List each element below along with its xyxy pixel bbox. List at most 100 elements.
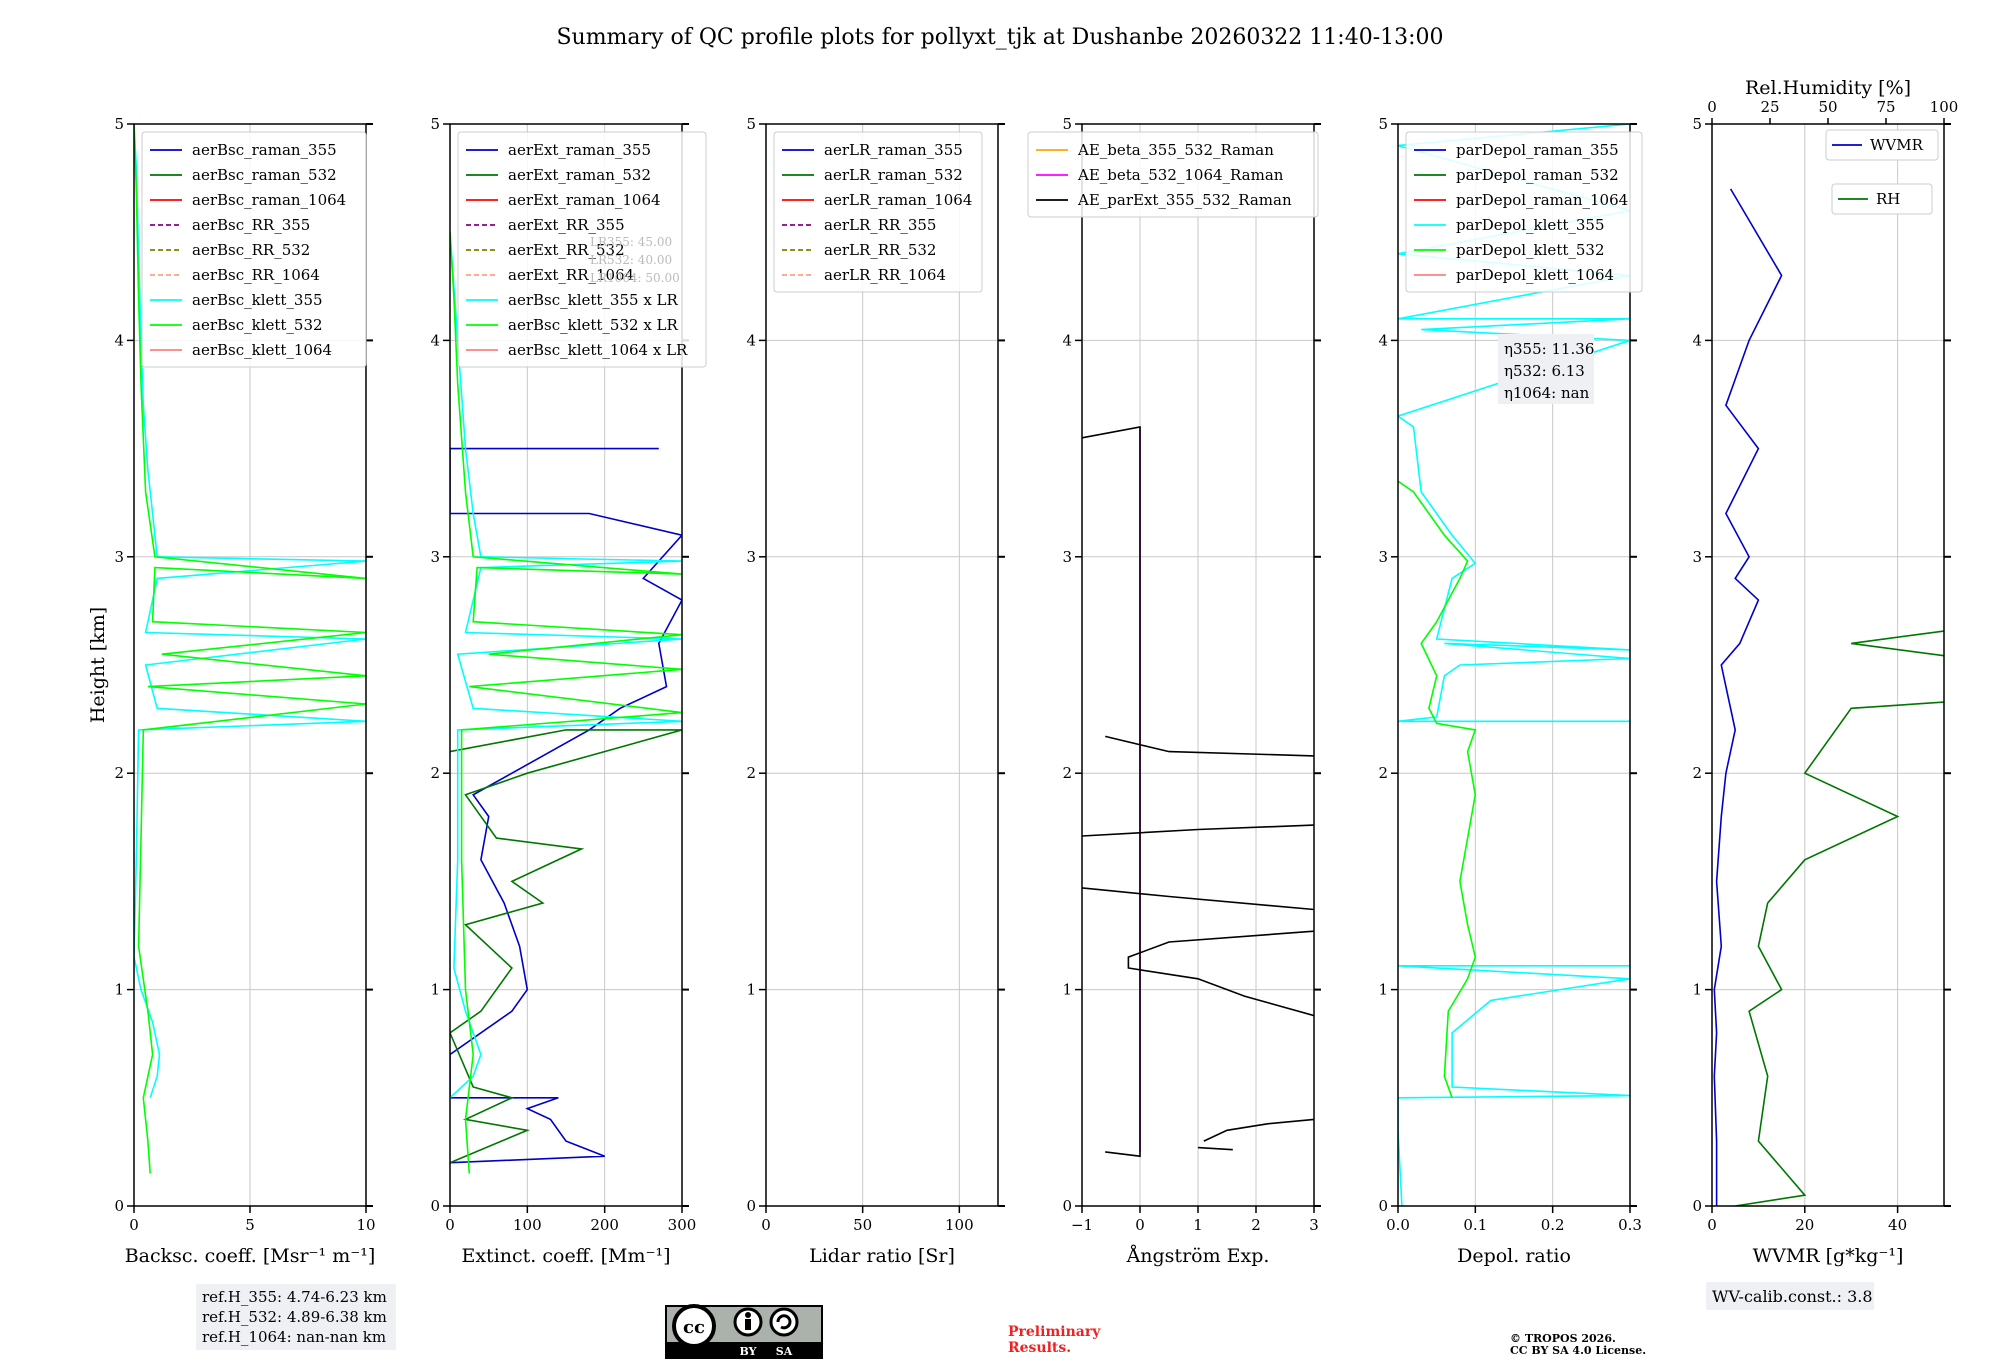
legend-label-parDepol_klett_355: parDepol_klett_355 [1456, 216, 1605, 234]
xtick-label: 300 [668, 1216, 697, 1234]
xtick-top-label: 25 [1760, 98, 1779, 116]
ytick-label: 5 [114, 115, 124, 133]
ytick-label: 5 [1062, 115, 1072, 133]
legend-label-aerBsc_RR_355: aerBsc_RR_355 [192, 216, 310, 234]
sa-icon [769, 1307, 799, 1337]
ytick-label: 2 [1378, 764, 1388, 782]
ytick-label: 4 [1378, 331, 1388, 349]
preliminary-line1: Preliminary [1008, 1324, 1101, 1340]
copyright-line1: © TROPOS 2026. [1510, 1332, 1616, 1345]
legend-label-aerExt_RR_355: aerExt_RR_355 [508, 216, 625, 234]
legend-label-aerExt_raman_532: aerExt_raman_532 [508, 166, 651, 184]
series-group [134, 124, 366, 1174]
legend-label: WVMR [1870, 136, 1924, 154]
xtick-label: 2 [1251, 1216, 1261, 1234]
ytick-label: 2 [1062, 764, 1072, 782]
legend-label: RH [1876, 190, 1900, 208]
legend: aerExt_raman_355 aerExt_raman_532 aerExt_r… [457, 131, 707, 368]
series-parDepol_klett_355 [1398, 124, 1630, 1206]
xtick-label: 0.3 [1618, 1216, 1642, 1234]
ytick-label: 5 [1692, 115, 1702, 133]
xtick-label: 3 [1309, 1216, 1319, 1234]
ref-height-532: ref.H_532: 4.89-6.38 km [202, 1308, 387, 1326]
ytick-label: 3 [1692, 548, 1702, 566]
cc-sa-label: SA [776, 1345, 793, 1358]
xtick-label: 0 [1707, 1216, 1717, 1234]
xtick-label: 0 [1135, 1216, 1145, 1234]
series-AE_parExt_355_532_Raman-segment [1082, 824, 1314, 837]
xtick-label: 0.0 [1386, 1216, 1410, 1234]
legend-label-aerExt_RR_532: aerExt_RR_532 [508, 241, 625, 259]
series-aerBsc_klett_355 [134, 124, 366, 1099]
legend-label-aerBsc_klett_1064 x LR: aerBsc_klett_1064 x LR [508, 341, 688, 359]
ytick-label: 3 [1062, 548, 1072, 566]
xtick-label: 0 [129, 1216, 139, 1234]
ytick-label: 1 [1692, 981, 1702, 999]
yaxis-label: Height [km] [87, 607, 109, 723]
legend-label-aerExt_raman_355: aerExt_raman_355 [508, 141, 651, 159]
legend-label-aerBsc_RR_1064: aerBsc_RR_1064 [192, 266, 320, 284]
xaxis-label: Lidar ratio [Sr] [809, 1245, 955, 1267]
legend-label-aerBsc_klett_355 x LR: aerBsc_klett_355 x LR [508, 291, 679, 309]
ytick-label: 3 [1378, 548, 1388, 566]
ytick-label: 5 [430, 115, 440, 133]
legend-label-aerLR_RR_532: aerLR_RR_532 [824, 241, 936, 259]
xtick-top-label: 0 [1707, 98, 1717, 116]
legend: aerBsc_raman_355 aerBsc_raman_532 aerBsc_r… [141, 131, 367, 368]
ytick-label: 0 [114, 1197, 124, 1215]
legend-label-aerBsc_raman_532: aerBsc_raman_532 [192, 166, 337, 184]
lr-note: LR1064: 50.00 [590, 271, 680, 285]
legend-label-aerBsc_RR_532: aerBsc_RR_532 [192, 241, 310, 259]
ytick-label: 4 [1062, 331, 1072, 349]
eta-line: η355: 11.36 [1504, 340, 1594, 358]
eta-line: η1064: nan [1504, 384, 1590, 402]
ref-height-1064: ref.H_1064: nan-nan km [202, 1328, 386, 1346]
eta-box: η355: 11.36 η532: 6.13 η1064: nan [1498, 334, 1594, 404]
cc-by-label: BY [740, 1345, 757, 1358]
series-AE_parExt_355_532_Raman-segment [1197, 1118, 1314, 1151]
preliminary-line2: Results. [1008, 1340, 1071, 1356]
series-aerBsc_klett_532 [134, 124, 366, 1174]
xtick-label: 0.1 [1463, 1216, 1487, 1234]
legend-box [1825, 129, 1939, 161]
ytick-label: 5 [746, 115, 756, 133]
panel-1: 0 1 2 3 4 5 0 5 10 Backsc. coeff. [Msr⁻¹ m⁻¹] Heig… [87, 115, 376, 1267]
series-AE_parExt_355_532_Raman-segment [1105, 735, 1314, 757]
legend: AE_beta_355_532_Raman AE_beta_532_1064_Ra… [1027, 131, 1319, 218]
ytick-label: 2 [746, 764, 756, 782]
ytick-label: 2 [430, 764, 440, 782]
legend-label-parDepol_klett_1064: parDepol_klett_1064 [1456, 266, 1614, 284]
ytick-label: 5 [1378, 115, 1388, 133]
series-RH [1735, 577, 1944, 1206]
xtick-label: 100 [945, 1216, 974, 1234]
legend: aerLR_raman_355 aerLR_raman_532 aerLR_rama… [773, 131, 983, 293]
xtick-label: −1 [1071, 1216, 1093, 1234]
series-aerExt_raman_532 [450, 729, 682, 1164]
series-AE_parExt_355_532_Raman-segment [1127, 930, 1314, 1017]
legend-label-aerLR_raman_355: aerLR_raman_355 [824, 141, 963, 159]
legend-label-aerExt_RR_1064: aerExt_RR_1064 [508, 266, 634, 284]
series-group [1713, 188, 1944, 1206]
series-AE_parExt_355_532_Raman-segment [1082, 887, 1314, 911]
legend-box [141, 131, 367, 368]
eta-box-bg [1498, 334, 1594, 404]
panel-2: 0 1 2 3 4 5 0 100 200 300 Extinct. coeff. [Mm⁻¹] ae… [430, 115, 707, 1267]
legend-label-aerExt_raman_1064: aerExt_raman_1064 [508, 191, 661, 209]
eta-line: η532: 6.13 [1504, 362, 1585, 380]
legend-label-AE_parExt_355_532_Raman: AE_parExt_355_532_Raman [1077, 191, 1292, 209]
lr-note: LR355: 45.00 [590, 235, 672, 249]
axes-frame [1711, 123, 1945, 1207]
legend-label-aerBsc_raman_355: aerBsc_raman_355 [192, 141, 337, 159]
legend-label-aerLR_raman_1064: aerLR_raman_1064 [824, 191, 972, 209]
copyright-line2: CC BY SA 4.0 License. [1510, 1344, 1646, 1357]
ytick-label: 4 [114, 331, 124, 349]
xaxis-label: Backsc. coeff. [Msr⁻¹ m⁻¹] [125, 1245, 376, 1267]
series-group [1398, 124, 1630, 1206]
axes-frame [765, 123, 999, 1207]
ytick-label: 1 [430, 981, 440, 999]
xtick-label: 200 [590, 1216, 619, 1234]
ytick-label: 0 [1378, 1197, 1388, 1215]
ytick-label: 1 [114, 981, 124, 999]
legend-box [457, 131, 707, 368]
